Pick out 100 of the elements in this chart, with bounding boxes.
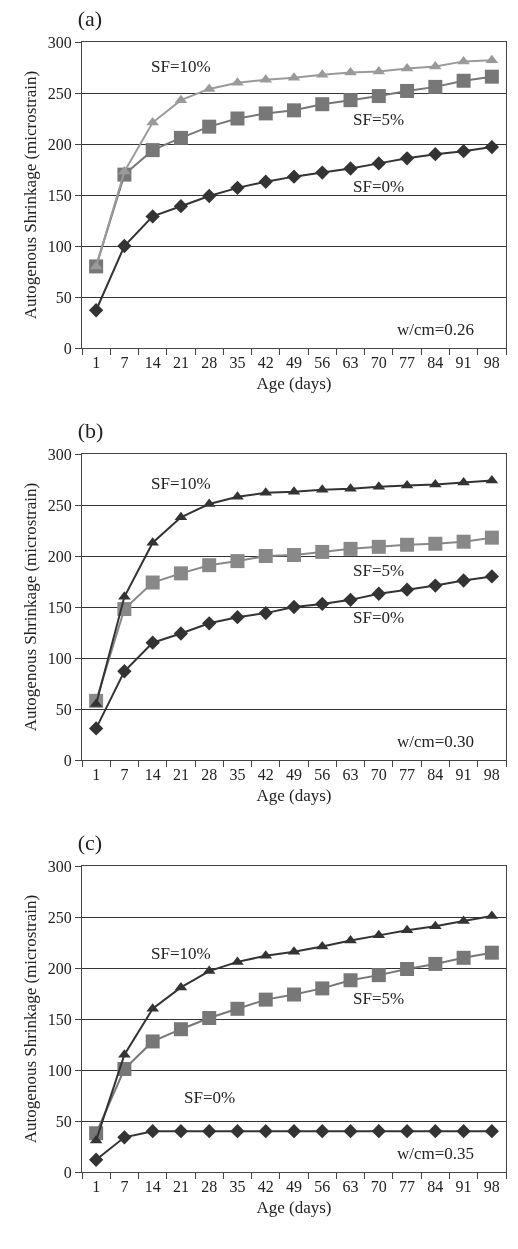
x-tick-label: 49 <box>286 766 302 784</box>
y-tick-label: 50 <box>55 288 72 306</box>
point <box>456 1124 471 1139</box>
point <box>230 1124 245 1139</box>
point <box>428 60 442 70</box>
y-tick-label: 150 <box>47 598 72 616</box>
y-tick-label: 150 <box>47 186 72 204</box>
point <box>343 93 358 108</box>
y-axis-title: Autogenous Shrinkage (microstrain) <box>21 894 41 1144</box>
x-tick-label: 98 <box>483 766 500 784</box>
x-tick-label: 14 <box>144 766 161 784</box>
annotation: w/cm=0.30 <box>397 732 475 751</box>
point <box>344 934 357 944</box>
point <box>202 1124 217 1139</box>
point <box>371 968 386 983</box>
x-tick-label: 63 <box>342 354 359 372</box>
y-tick-label: 300 <box>47 857 72 875</box>
y-tick-label: 0 <box>63 1163 72 1181</box>
x-tick-label: 1 <box>92 766 101 784</box>
point <box>173 1124 189 1139</box>
point <box>230 610 245 625</box>
x-tick-label: 56 <box>314 1178 331 1196</box>
x-tick-label: 28 <box>201 766 218 784</box>
x-tick-label: 70 <box>370 1178 387 1196</box>
point <box>230 554 245 569</box>
point <box>400 537 415 552</box>
point <box>428 956 443 971</box>
point <box>174 981 188 991</box>
point <box>230 180 245 196</box>
y-tick-label: 50 <box>55 1112 72 1130</box>
y-tick-label: 100 <box>47 649 72 667</box>
point <box>202 119 217 134</box>
point <box>230 111 245 126</box>
series-label: SF=10% <box>151 57 211 76</box>
x-tick-label: 77 <box>399 354 416 372</box>
chart-title: (c) <box>77 829 103 855</box>
y-tick-label: 100 <box>47 1061 72 1079</box>
x-tick-label: 56 <box>314 766 331 784</box>
point <box>399 582 415 597</box>
x-tick-label: 42 <box>257 1178 274 1196</box>
point <box>89 1134 103 1144</box>
point <box>202 616 217 631</box>
point <box>286 169 302 184</box>
x-tick-label: 49 <box>286 354 302 372</box>
y-tick-label: 250 <box>47 496 72 514</box>
point <box>230 1001 245 1016</box>
point <box>457 55 470 65</box>
point <box>428 578 443 593</box>
y-tick-label: 250 <box>47 84 72 102</box>
series-label: SF=0% <box>184 1088 236 1107</box>
point <box>202 558 217 573</box>
point <box>258 174 273 189</box>
point <box>315 981 330 996</box>
x-tick-label: 42 <box>257 354 274 372</box>
point <box>287 987 301 1002</box>
point <box>145 143 160 158</box>
x-tick-label: 56 <box>314 354 331 372</box>
point <box>315 1124 330 1139</box>
point <box>315 596 330 612</box>
point <box>484 1124 500 1139</box>
x-tick-label: 70 <box>370 766 387 784</box>
point <box>117 238 132 254</box>
x-tick-label: 7 <box>120 354 129 372</box>
point <box>428 536 443 551</box>
x-tick-label: 77 <box>399 1178 416 1196</box>
x-tick-label: 7 <box>120 1178 129 1196</box>
point <box>202 188 217 204</box>
point <box>145 635 160 650</box>
point <box>315 544 330 559</box>
point <box>484 530 499 545</box>
y-tick-label: 200 <box>47 135 72 153</box>
x-tick-label: 70 <box>370 354 387 372</box>
point <box>173 1022 188 1037</box>
point <box>428 1124 443 1139</box>
annotation: w/cm=0.26 <box>397 320 475 339</box>
point <box>287 103 301 118</box>
x-axis-title: Age (days) <box>256 1197 332 1217</box>
x-tick-label: 63 <box>342 766 359 784</box>
point <box>400 83 415 98</box>
y-tick-label: 250 <box>47 908 72 926</box>
x-tick-label: 84 <box>427 1178 444 1196</box>
series-label: SF=5% <box>353 110 405 129</box>
point <box>287 547 301 562</box>
x-tick-label: 91 <box>455 354 472 372</box>
point <box>173 130 188 145</box>
x-tick-label: 35 <box>229 1178 246 1196</box>
y-tick-label: 200 <box>47 547 72 565</box>
series-label: SF=0% <box>353 177 405 196</box>
point <box>372 929 386 939</box>
point <box>428 147 443 162</box>
point <box>173 626 189 641</box>
y-tick-label: 200 <box>47 959 72 977</box>
point <box>173 566 188 581</box>
point <box>484 945 499 960</box>
x-tick-label: 98 <box>483 354 500 372</box>
point <box>117 664 132 679</box>
annotation: w/cm=0.35 <box>397 1144 475 1163</box>
point <box>258 605 273 621</box>
point <box>343 592 358 608</box>
x-tick-label: 42 <box>257 766 274 784</box>
